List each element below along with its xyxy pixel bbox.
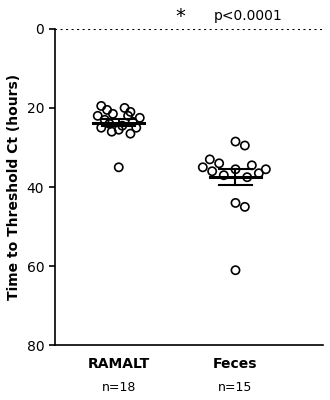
- Text: Feces: Feces: [213, 357, 258, 371]
- Point: [233, 138, 238, 145]
- Point: [99, 103, 104, 109]
- Point: [249, 162, 254, 168]
- Point: [122, 105, 127, 111]
- Point: [216, 160, 222, 166]
- Text: n=18: n=18: [102, 381, 136, 394]
- Point: [221, 172, 226, 178]
- Point: [99, 124, 104, 131]
- Point: [256, 170, 261, 176]
- Point: [242, 204, 248, 210]
- Point: [242, 142, 248, 149]
- Text: RAMALT: RAMALT: [88, 357, 150, 371]
- Point: [128, 109, 133, 115]
- Point: [263, 166, 269, 172]
- Point: [116, 164, 121, 170]
- Point: [137, 115, 143, 121]
- Point: [233, 166, 238, 172]
- Point: [200, 164, 206, 170]
- Point: [207, 156, 213, 162]
- Text: n=15: n=15: [218, 381, 253, 394]
- Text: p<0.0001: p<0.0001: [214, 9, 282, 23]
- Point: [102, 116, 107, 123]
- Point: [245, 174, 250, 180]
- Point: [128, 130, 133, 137]
- Text: *: *: [176, 6, 186, 26]
- Point: [233, 200, 238, 206]
- Point: [130, 118, 135, 125]
- Point: [125, 113, 131, 119]
- Point: [116, 126, 121, 133]
- Point: [107, 120, 112, 127]
- Point: [109, 128, 115, 135]
- Y-axis label: Time to Threshold Ct (hours): Time to Threshold Ct (hours): [7, 74, 21, 300]
- Point: [104, 107, 110, 113]
- Point: [119, 122, 125, 129]
- Point: [233, 267, 238, 274]
- Point: [95, 113, 100, 119]
- Point: [210, 168, 215, 174]
- Point: [110, 111, 116, 117]
- Point: [134, 124, 139, 131]
